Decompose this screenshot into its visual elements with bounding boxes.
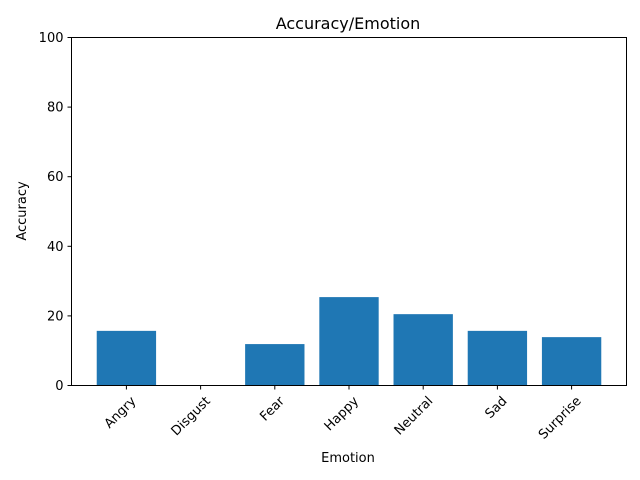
x-tick-label-happy: Happy xyxy=(322,394,362,434)
x-tick-label-fear: Fear xyxy=(257,393,288,424)
y-tick-label: 60 xyxy=(47,170,64,185)
x-tick-label-disgust: Disgust xyxy=(169,394,214,439)
plot-area-frame xyxy=(71,37,627,386)
x-tick-label-sad: Sad xyxy=(483,394,511,422)
x-tick-label-surprise: Surprise xyxy=(536,394,585,443)
x-tick-label-neutral: Neutral xyxy=(392,394,437,439)
x-axis-label: Emotion xyxy=(321,451,375,466)
y-tick-label: 100 xyxy=(39,31,64,46)
x-tick-label-angry: Angry xyxy=(102,394,140,432)
y-axis-label: Accuracy xyxy=(15,181,30,241)
y-tick-label: 20 xyxy=(47,309,64,324)
bar-sad xyxy=(467,330,528,386)
bars-group xyxy=(96,297,602,386)
bar-happy xyxy=(319,297,379,386)
bar-angry xyxy=(96,330,157,386)
bar-neutral xyxy=(393,314,453,386)
bar-fear xyxy=(245,344,305,386)
y-tick-label: 40 xyxy=(47,240,64,255)
y-axis: 0 20 40 60 80 100 xyxy=(39,31,72,394)
chart-title: Accuracy/Emotion xyxy=(276,14,421,33)
x-axis: Angry Disgust Fear Happy Neutral Sad Surprise xyxy=(102,385,585,443)
y-tick-label: 0 xyxy=(55,379,63,394)
y-tick-label: 80 xyxy=(47,101,64,116)
bar-surprise xyxy=(541,337,602,386)
